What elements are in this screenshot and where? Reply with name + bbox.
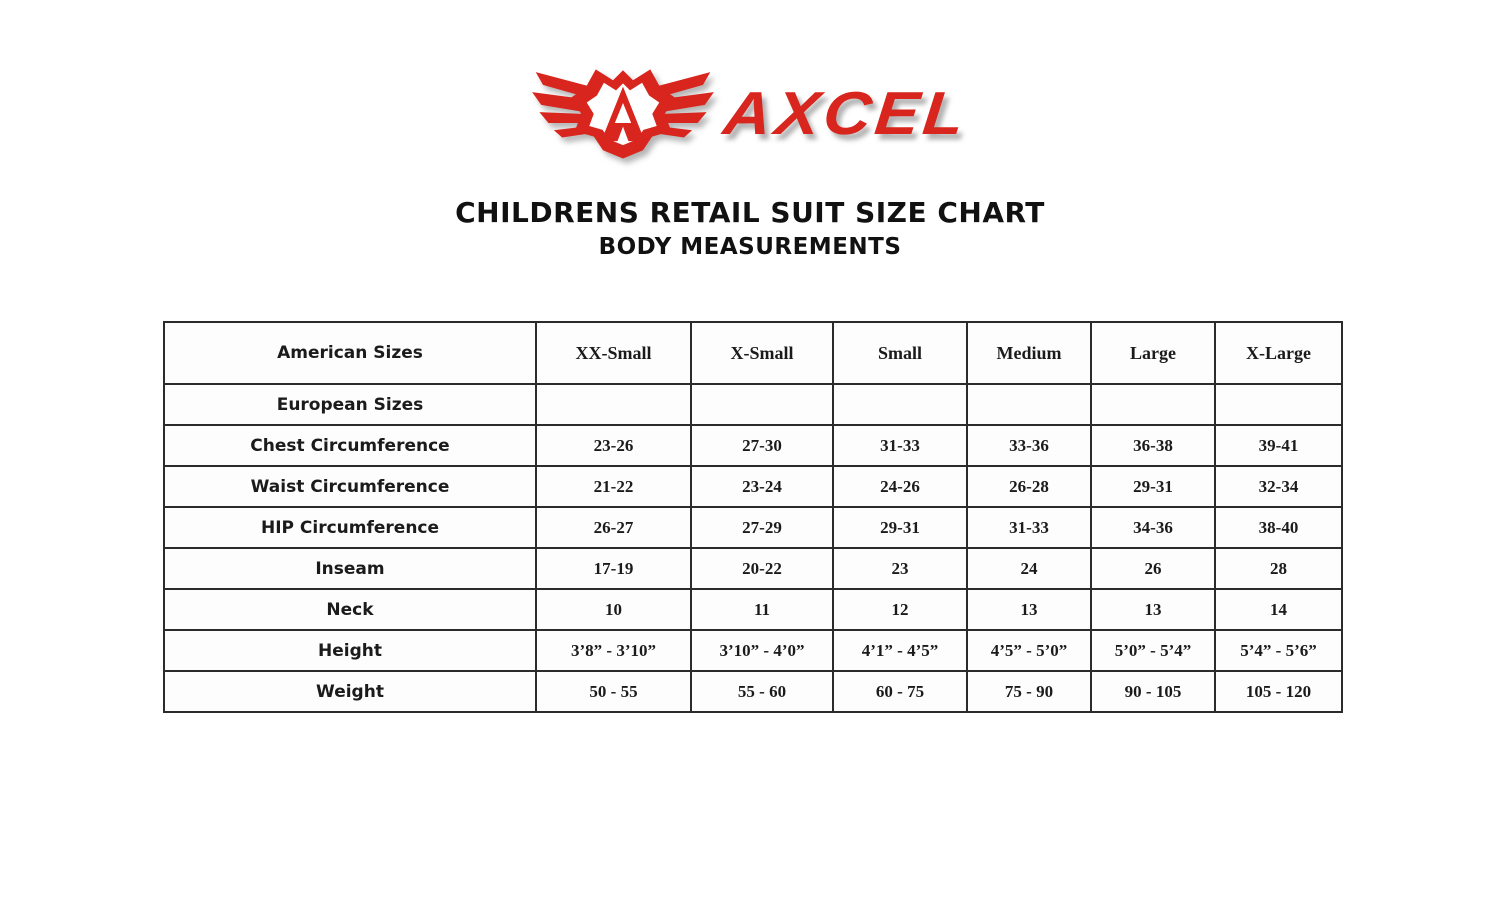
size-value-cell: 24-26 <box>832 465 968 508</box>
table-row: HIP Circumference 26-27 27-29 29-31 31-33 34-… <box>163 506 1343 549</box>
brand-logo: AXCEL <box>0 60 1500 165</box>
table-header-row: American Sizes XX-Small X-Small Small Medium… <box>163 321 1343 385</box>
size-value-cell: 31-33 <box>966 506 1092 549</box>
size-value-cell: 4’1” - 4’5” <box>832 629 968 672</box>
column-header: Medium <box>966 321 1092 385</box>
size-value-cell: 23 <box>832 547 968 590</box>
table-row: Weight 50 - 55 55 - 60 60 - 75 75 - 90 90 - 1… <box>163 670 1343 713</box>
row-label: Inseam <box>163 547 537 590</box>
table-row: Height 3’8” - 3’10” 3’10” - 4’0” 4’1” - 4’5… <box>163 629 1343 672</box>
size-value-cell: 90 - 105 <box>1090 670 1216 713</box>
size-value-cell: 23-24 <box>690 465 834 508</box>
size-value-cell: 12 <box>832 588 968 631</box>
column-header: X-Large <box>1214 321 1343 385</box>
size-value-cell: 13 <box>966 588 1092 631</box>
size-value-cell: 14 <box>1214 588 1343 631</box>
size-value-cell <box>690 383 834 426</box>
row-label: Waist Circumference <box>163 465 537 508</box>
size-value-cell: 75 - 90 <box>966 670 1092 713</box>
size-value-cell: 11 <box>690 588 834 631</box>
title-block: CHILDRENS RETAIL SUIT SIZE CHART BODY ME… <box>0 196 1500 260</box>
size-value-cell: 34-36 <box>1090 506 1216 549</box>
column-header: XX-Small <box>535 321 692 385</box>
size-value-cell: 26-27 <box>535 506 692 549</box>
size-table: American Sizes XX-Small X-Small Small Medium… <box>163 321 1343 713</box>
size-value-cell: 10 <box>535 588 692 631</box>
size-value-cell: 29-31 <box>1090 465 1216 508</box>
size-value-cell: 17-19 <box>535 547 692 590</box>
size-value-cell: 5’4” - 5’6” <box>1214 629 1343 672</box>
brand-wordmark: AXCEL <box>720 78 972 147</box>
size-value-cell: 36-38 <box>1090 424 1216 467</box>
size-value-cell: 5’0” - 5’4” <box>1090 629 1216 672</box>
size-value-cell <box>832 383 968 426</box>
size-value-cell <box>966 383 1092 426</box>
row-label: Height <box>163 629 537 672</box>
size-value-cell: 20-22 <box>690 547 834 590</box>
corner-header: American Sizes <box>163 321 537 385</box>
size-value-cell: 26-28 <box>966 465 1092 508</box>
size-value-cell: 50 - 55 <box>535 670 692 713</box>
size-value-cell: 28 <box>1214 547 1343 590</box>
table-row: Chest Circumference 23-26 27-30 31-33 33-36 3… <box>163 424 1343 467</box>
column-header: X-Small <box>690 321 834 385</box>
size-value-cell: 32-34 <box>1214 465 1343 508</box>
axcel-winged-crest-icon <box>532 68 715 158</box>
size-value-cell: 105 - 120 <box>1214 670 1343 713</box>
size-value-cell: 26 <box>1090 547 1216 590</box>
column-header: Large <box>1090 321 1216 385</box>
table-row: Waist Circumference 21-22 23-24 24-26 26-28 2… <box>163 465 1343 508</box>
size-value-cell: 24 <box>966 547 1092 590</box>
column-header: Small <box>832 321 968 385</box>
size-value-cell: 33-36 <box>966 424 1092 467</box>
size-value-cell <box>1090 383 1216 426</box>
row-label: Neck <box>163 588 537 631</box>
size-value-cell: 4’5” - 5’0” <box>966 629 1092 672</box>
size-value-cell: 38-40 <box>1214 506 1343 549</box>
size-value-cell: 29-31 <box>832 506 968 549</box>
size-value-cell: 23-26 <box>535 424 692 467</box>
size-value-cell: 13 <box>1090 588 1216 631</box>
size-value-cell: 27-30 <box>690 424 834 467</box>
row-label: European Sizes <box>163 383 537 426</box>
page-subtitle: BODY MEASUREMENTS <box>598 234 902 260</box>
size-value-cell: 39-41 <box>1214 424 1343 467</box>
size-value-cell: 31-33 <box>832 424 968 467</box>
size-value-cell <box>535 383 692 426</box>
row-label: Chest Circumference <box>163 424 537 467</box>
size-value-cell: 55 - 60 <box>690 670 834 713</box>
row-label: HIP Circumference <box>163 506 537 549</box>
row-label: Weight <box>163 670 537 713</box>
table-row: European Sizes <box>163 383 1343 426</box>
size-value-cell <box>1214 383 1343 426</box>
page-title: CHILDRENS RETAIL SUIT SIZE CHART <box>455 196 1045 229</box>
size-value-cell: 60 - 75 <box>832 670 968 713</box>
size-value-cell: 21-22 <box>535 465 692 508</box>
table-row: Inseam 17-19 20-22 23 24 26 28 <box>163 547 1343 590</box>
size-value-cell: 3’10” - 4’0” <box>690 629 834 672</box>
size-value-cell: 27-29 <box>690 506 834 549</box>
size-value-cell: 3’8” - 3’10” <box>535 629 692 672</box>
table-row: Neck 10 11 12 13 13 14 <box>163 588 1343 631</box>
